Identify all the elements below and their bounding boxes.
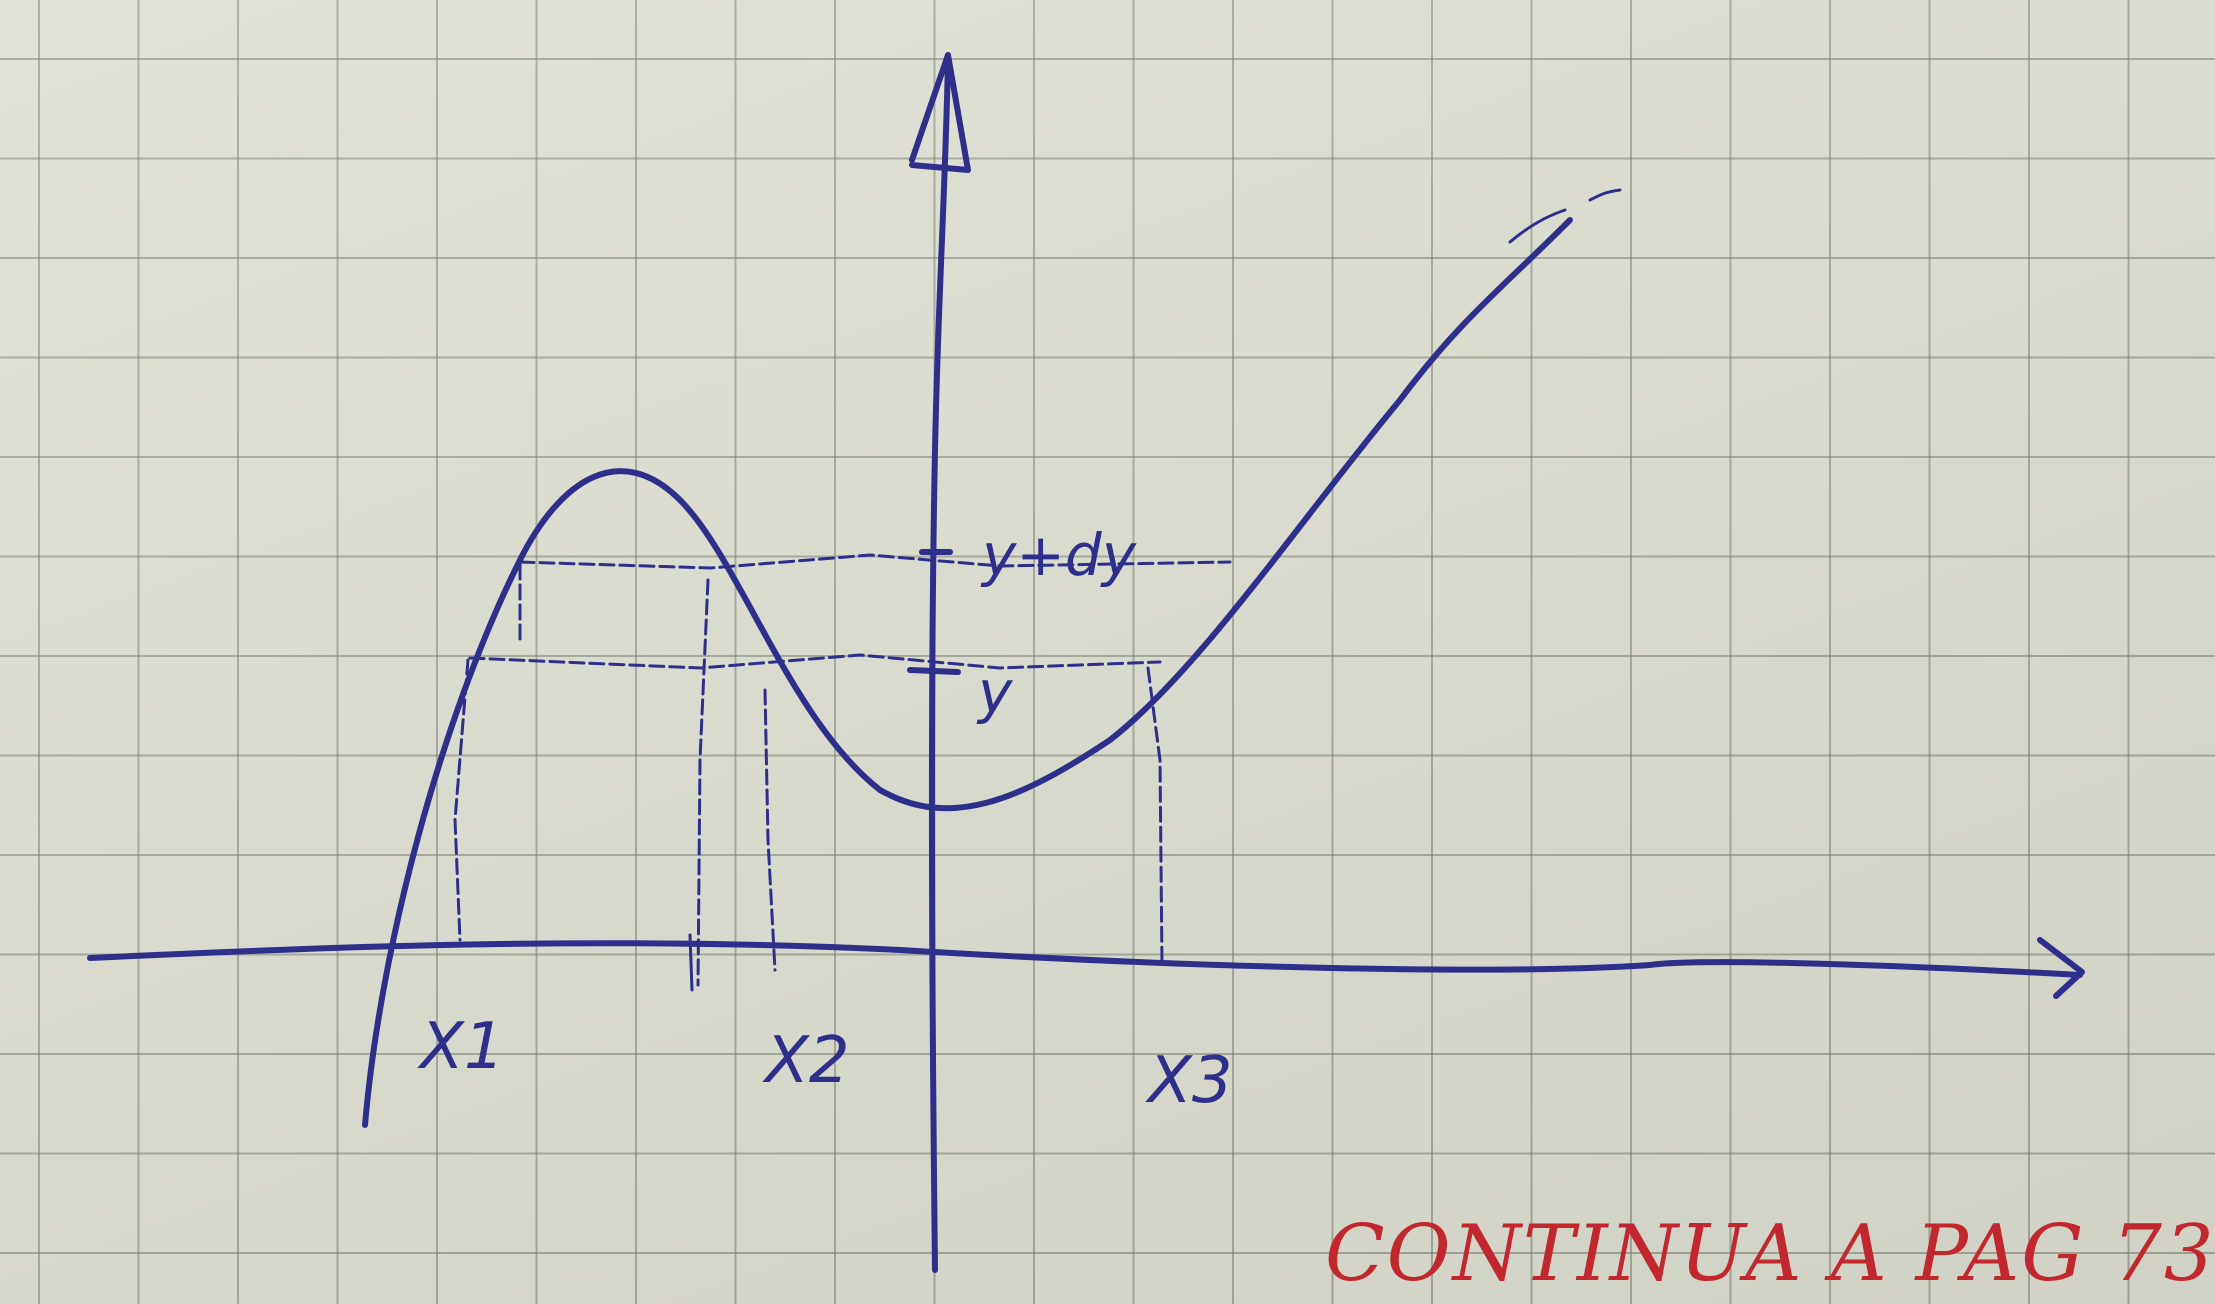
- label-x2: X2: [762, 1024, 850, 1098]
- projection-x1: [453, 658, 470, 942]
- curve-end-mark: [1508, 188, 1622, 244]
- x-axis: [87, 940, 2083, 978]
- continuation-note: CONTINUA A PAG 73.: [1325, 1209, 2215, 1299]
- level-y-plus-dy-line: [518, 553, 1232, 570]
- function-curve: [362, 217, 1573, 1128]
- label-y: y: [976, 658, 1013, 726]
- projection-x3: [1146, 666, 1164, 967]
- level-y-line: [468, 653, 1162, 670]
- y-axis: [928, 57, 951, 1273]
- projection-x2-right: [763, 688, 777, 972]
- point-y: [907, 667, 961, 675]
- tick-x2-left: [688, 933, 694, 992]
- projection-x2-left: [696, 578, 710, 987]
- label-y-plus-dy: y+dy: [980, 521, 1137, 589]
- label-x3: X3: [1145, 1044, 1233, 1118]
- label-x1: X1: [417, 1010, 505, 1084]
- y-axis-arrowhead: [909, 52, 971, 173]
- x-axis-arrowhead: [2037, 937, 2085, 999]
